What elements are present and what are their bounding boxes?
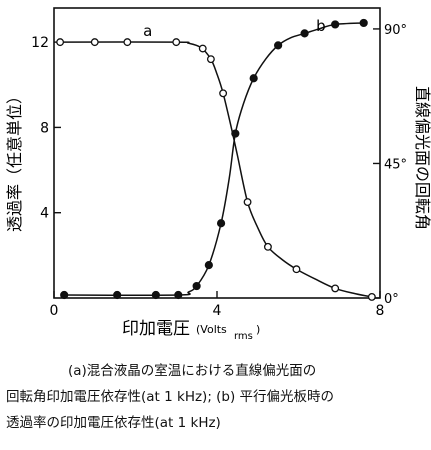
series-b-point xyxy=(231,129,240,138)
right-y-tick-label: 90° xyxy=(384,23,407,38)
left-y-axis-label: 透過率（任意単位） xyxy=(5,88,24,232)
series-a-point xyxy=(243,198,252,206)
series-a-point xyxy=(123,38,132,47)
series-a-point xyxy=(90,38,99,47)
series-b-point xyxy=(359,18,368,28)
series-a-label: a xyxy=(143,22,152,40)
series-a-point xyxy=(56,38,65,47)
series-a-point xyxy=(367,292,376,301)
series-b-point xyxy=(249,74,258,83)
series-a-point xyxy=(198,44,207,53)
x-axis-unit-subscript: rms xyxy=(234,331,253,342)
caption-line-3: 透過率の印加電圧依存性(at 1 kHz) xyxy=(6,415,221,431)
series-a-curve xyxy=(60,41,372,298)
x-tick-label: 4 xyxy=(213,303,222,319)
series-b-point xyxy=(300,29,309,38)
series-b-point xyxy=(192,281,201,291)
left-y-tick-label: 12 xyxy=(31,35,49,51)
caption-line-2: 回転角印加電圧依存性(at 1 kHz); (b) 平行偏光板時の xyxy=(6,389,335,405)
right-y-axis-label: 直線偏光面の回転角 xyxy=(413,86,431,230)
series-curves xyxy=(60,22,372,298)
series-b-point xyxy=(174,290,183,300)
plot-frame xyxy=(53,7,381,299)
left-y-axis-ticks: 4 8 12 xyxy=(31,35,61,222)
right-y-tick-label: 45° xyxy=(384,157,407,172)
series-b-point xyxy=(331,20,340,29)
figure-caption: (a)混合液晶の室温における直線偏光面の 回転角印加電圧依存性(at 1 kHz… xyxy=(6,358,426,436)
left-y-tick-label: 8 xyxy=(40,120,49,136)
series-b-label: b xyxy=(316,17,326,35)
x-axis-ticks: 0 4 8 xyxy=(50,291,385,319)
series-b-point xyxy=(113,290,122,300)
series-b-point xyxy=(204,261,213,270)
series-b-point xyxy=(274,41,283,50)
right-y-axis-ticks: 0° 45° 90° xyxy=(373,23,407,307)
series-b-point xyxy=(151,290,160,300)
series-a-point xyxy=(172,38,181,47)
series-markers xyxy=(56,18,376,301)
caption-line-1: (a)混合液晶の室温における直線偏光面の xyxy=(68,363,317,379)
series-a-point xyxy=(331,284,340,293)
x-axis-unit: (Volts xyxy=(196,323,227,336)
series-a-point xyxy=(206,55,215,64)
x-tick-label: 0 xyxy=(50,303,59,319)
series-a-point xyxy=(219,89,228,98)
right-y-tick-label: 0° xyxy=(384,292,399,307)
series-a-point xyxy=(263,242,272,251)
x-axis-label: 印加電圧 xyxy=(122,319,190,339)
series-a-point xyxy=(292,265,301,274)
left-y-tick-label: 4 xyxy=(40,206,49,222)
series-b-point xyxy=(60,290,69,300)
series-b-point xyxy=(216,219,226,228)
x-tick-label: 8 xyxy=(376,303,385,319)
x-axis-unit-close: ) xyxy=(256,323,260,336)
